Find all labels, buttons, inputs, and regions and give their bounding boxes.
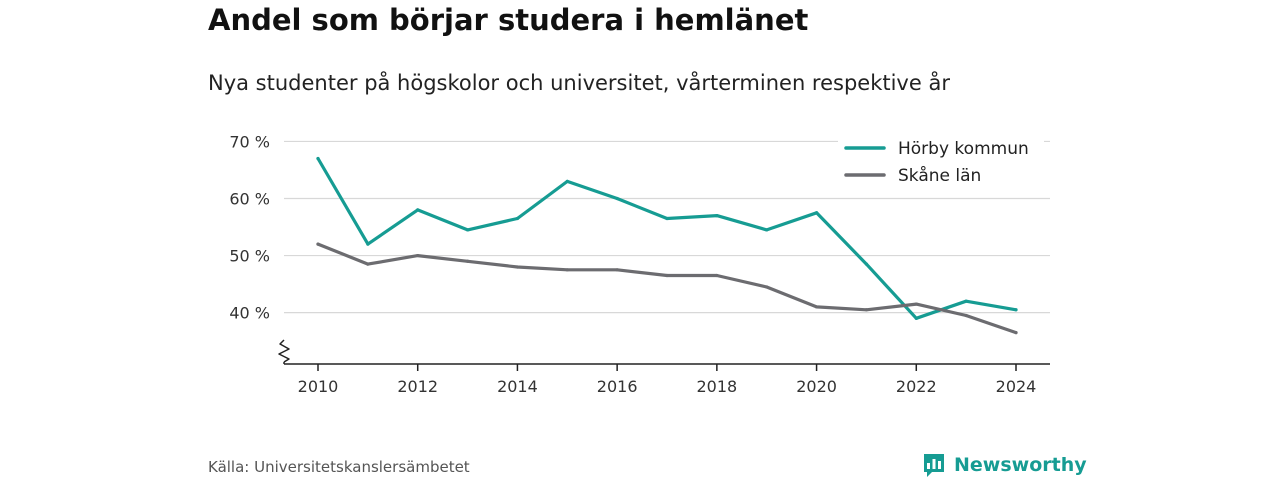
x-tick-label: 2024 (996, 377, 1037, 396)
x-tick-label: 2016 (597, 377, 638, 396)
data-point (615, 196, 619, 201)
chart-subtitle: Nya studenter på högskolor och universit… (208, 71, 950, 95)
data-point (914, 302, 918, 306)
brand-logo: Newsworthy (922, 450, 1087, 480)
y-tick-label: 60 % (229, 189, 270, 208)
series-line-skane-lan (316, 242, 1018, 335)
data-point (814, 305, 819, 309)
data-point (1014, 331, 1018, 335)
series-lines (316, 156, 1018, 335)
data-point (565, 268, 569, 272)
data-point (914, 316, 918, 320)
x-axis: 2010 2012 2014 2016 2018 2020 2022 2024 (283, 362, 1050, 396)
data-point (665, 273, 669, 278)
axis-break-icon (278, 339, 290, 363)
data-point (515, 265, 520, 269)
legend-label: Hörby kommun (898, 139, 1029, 159)
x-tick-label: 2014 (497, 377, 538, 396)
x-tick-label: 2012 (397, 377, 438, 396)
x-tick-label: 2022 (896, 377, 937, 396)
data-point (515, 216, 520, 221)
data-point (416, 208, 420, 212)
x-tick-label: 2018 (696, 377, 737, 396)
newsworthy-logo-icon (924, 454, 944, 477)
data-point (964, 313, 968, 318)
data-point (765, 285, 769, 289)
data-point (1014, 308, 1018, 312)
data-point (665, 216, 669, 221)
legend: Hörby kommun Skåne län (838, 134, 1044, 187)
data-point (465, 259, 470, 263)
data-point (864, 262, 869, 266)
data-point (814, 211, 819, 215)
data-point (416, 253, 420, 258)
data-point (366, 242, 370, 246)
x-tick-label: 2010 (298, 377, 339, 396)
chart-title: Andel som börjar studera i hemlänet (208, 3, 809, 37)
legend-label: Skåne län (898, 165, 981, 186)
y-tick-label: 70 % (229, 132, 270, 151)
data-point (316, 156, 320, 161)
source-note: Källa: Universitetskanslersämbetet (208, 458, 470, 476)
data-point (715, 273, 719, 278)
data-point (565, 179, 569, 183)
data-point (715, 214, 719, 218)
y-tick-label: 50 % (229, 247, 270, 266)
data-point (465, 228, 470, 232)
data-point (765, 228, 769, 232)
data-point (316, 242, 320, 246)
data-point (366, 262, 370, 266)
y-tick-labels: 40 % 50 % 60 % 70 % (229, 132, 270, 322)
data-point (864, 308, 869, 312)
data-point (615, 268, 619, 272)
brand-name: Newsworthy (954, 454, 1087, 476)
data-point (964, 299, 968, 303)
y-tick-label: 40 % (229, 304, 270, 323)
x-tick-label: 2020 (796, 377, 837, 396)
